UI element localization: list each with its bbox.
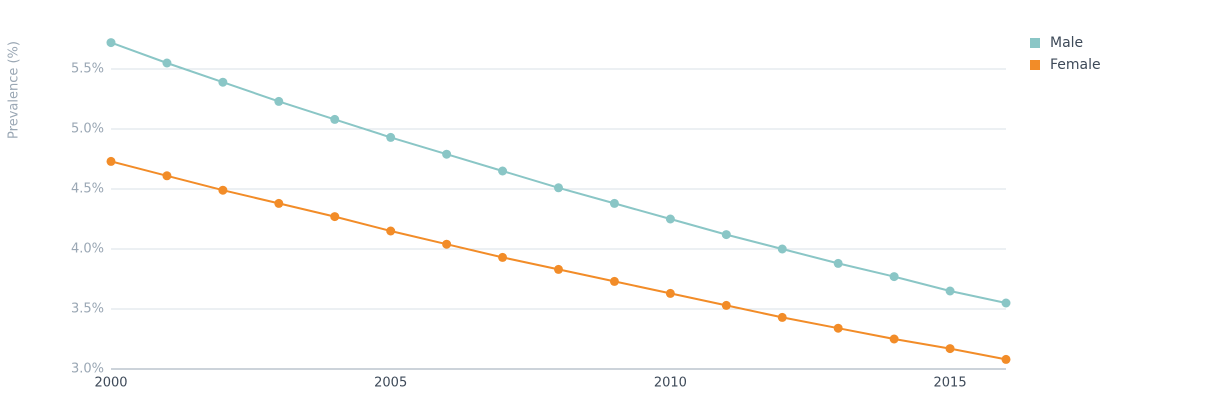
data-point [442, 239, 452, 249]
data-point [889, 334, 899, 344]
data-point [554, 264, 563, 274]
legend-swatch [1030, 38, 1040, 48]
data-point [498, 166, 508, 176]
data-point [330, 114, 340, 124]
legend-label: Female [1050, 57, 1101, 73]
y-tick-label: 5.0% [71, 122, 104, 137]
y-tick-label: 3.0% [71, 362, 104, 377]
data-point [162, 58, 172, 68]
data-point [554, 183, 563, 193]
data-point [777, 244, 787, 254]
data-point [1001, 354, 1011, 364]
data-point [889, 272, 899, 282]
data-point [218, 77, 228, 87]
data-point [665, 288, 675, 298]
y-tick-label: 4.0% [71, 242, 104, 257]
data-point [442, 149, 452, 159]
data-point [218, 185, 228, 195]
data-point [609, 198, 619, 208]
data-point [386, 132, 396, 142]
data-point [777, 312, 787, 322]
legend-label: Male [1050, 35, 1083, 51]
data-point [274, 198, 284, 208]
data-point [945, 344, 955, 354]
x-tick-label: 2015 [934, 376, 967, 391]
data-point [386, 226, 396, 236]
data-point [665, 214, 675, 224]
series-line [110, 41, 1007, 304]
data-point [721, 300, 731, 310]
y-tick-label: 3.5% [71, 302, 104, 317]
data-point [162, 171, 172, 181]
x-tick-label: 2000 [94, 376, 127, 391]
y-tick-label: 4.5% [71, 182, 104, 197]
legend-swatch [1030, 60, 1040, 70]
x-tick-label: 2010 [654, 376, 687, 391]
data-point [945, 286, 955, 296]
data-point [721, 230, 731, 240]
y-tick-label: 5.5% [71, 62, 104, 77]
x-tick-label: 2005 [374, 376, 407, 391]
data-point [330, 212, 340, 222]
data-point [833, 323, 843, 333]
data-point [106, 38, 116, 48]
data-point [274, 96, 284, 106]
data-point [106, 156, 116, 166]
data-point [1001, 298, 1011, 308]
data-point [498, 252, 508, 262]
data-point [833, 258, 843, 268]
data-point [609, 276, 619, 286]
y-axis-label: Prevalence (%) [7, 41, 22, 139]
